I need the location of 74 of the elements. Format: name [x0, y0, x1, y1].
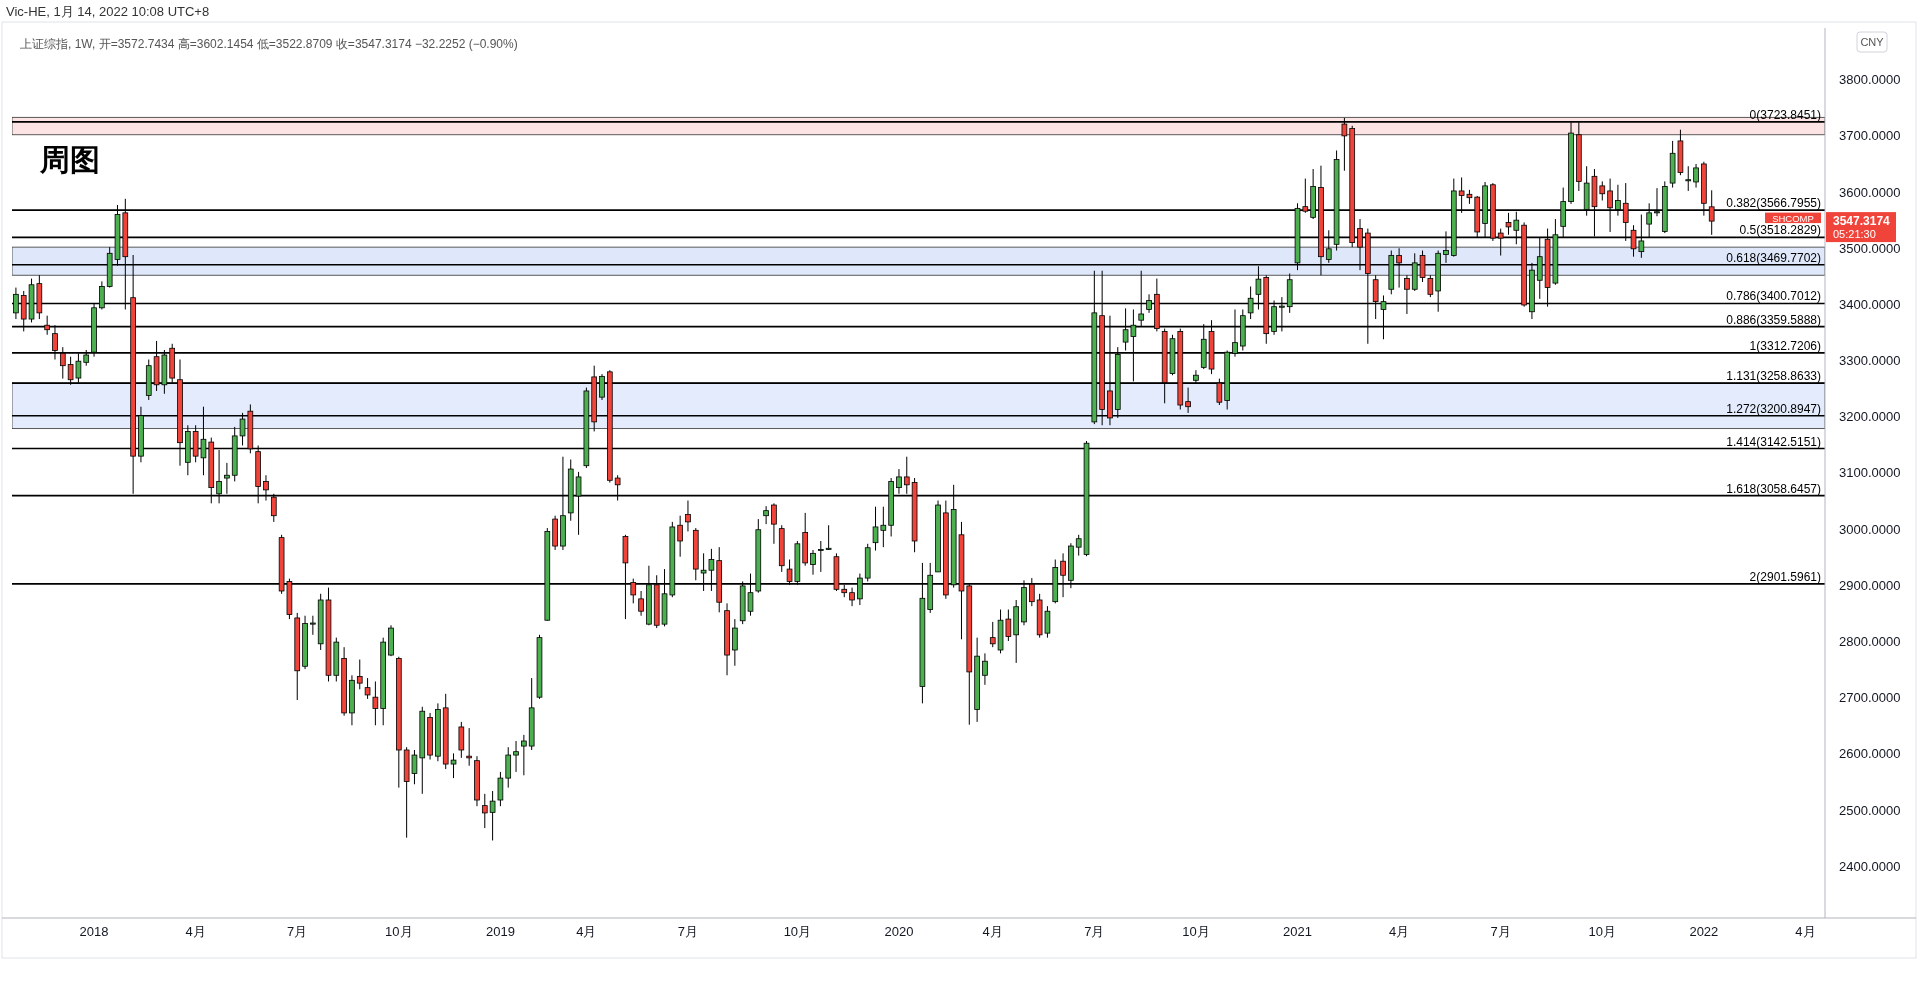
x-tick-label: 10月 — [1588, 924, 1617, 939]
x-tick-label: 10月 — [385, 924, 413, 939]
ref-line-label: 1.414(3142.5151) — [1726, 434, 1821, 449]
ref-line-label: 1(3312.7206) — [1749, 338, 1821, 353]
candlestick — [481, 793, 488, 829]
y-tick-label: 3200.0000 — [1839, 409, 1901, 425]
candlestick — [521, 734, 527, 776]
candlestick — [310, 615, 316, 636]
x-tick-label: 2018 — [79, 924, 109, 939]
x-tick-label: 7月 — [287, 924, 308, 939]
candlestick — [372, 680, 379, 726]
y-tick-label: 2500.0000 — [1839, 802, 1901, 818]
text: 周图 — [39, 143, 100, 176]
x-tick-label: 10月 — [783, 924, 812, 939]
ref-line-label: 0.382(3566.7955) — [1726, 196, 1821, 211]
y-tick-label: 3400.0000 — [1839, 296, 1901, 312]
candlestick — [849, 587, 855, 607]
candlestick — [364, 677, 371, 700]
ref-line-label: 1.618(3058.6457) — [1726, 481, 1821, 496]
y-tick-label: 2600.0000 — [1839, 746, 1901, 762]
candlestick — [810, 549, 816, 576]
x-tick-label: 4月 — [1795, 924, 1816, 939]
candlestick — [1693, 163, 1699, 189]
y-tick-label: 3500.0000 — [1839, 240, 1901, 256]
y-tick-label: 3300.0000 — [1839, 353, 1901, 369]
candlestick — [685, 500, 691, 532]
ref-line-label: 0.786(3400.7012) — [1726, 289, 1821, 304]
x-tick-label: 7月 — [677, 924, 699, 939]
candlestick — [1685, 165, 1692, 192]
ref-line-label: 2(2901.5961) — [1749, 569, 1821, 584]
x-tick-label: 10月 — [1182, 924, 1210, 939]
x-tick-label: 4月 — [185, 924, 206, 939]
y-tick-label: 3600.0000 — [1839, 184, 1901, 200]
candlestick — [638, 590, 644, 617]
ref-line-label: 0.618(3469.7702) — [1726, 250, 1821, 265]
y-axis-title: CNY — [1860, 36, 1885, 48]
x-tick-label: 2022 — [1689, 924, 1719, 939]
y-tick-label: 3800.0000 — [1839, 72, 1901, 88]
candlestick — [356, 659, 363, 690]
candlestick — [1427, 274, 1434, 298]
candlestick — [513, 740, 519, 773]
x-tick-label: 7月 — [1084, 924, 1105, 939]
candlestick — [505, 746, 512, 789]
y-tick-label: 2900.0000 — [1839, 577, 1901, 593]
annotation: SHCOMP — [1772, 212, 1814, 224]
x-tick-label: 2019 — [485, 924, 515, 939]
candlestick — [771, 502, 777, 545]
x-tick-label: 2020 — [884, 924, 914, 939]
candlestick — [458, 721, 465, 759]
candlestick — [732, 618, 738, 667]
y-tick-label: 3000.0000 — [1839, 521, 1901, 537]
x-tick-label: 4月 — [982, 924, 1003, 939]
candlestick — [825, 524, 832, 551]
ref-line-label: 0.5(3518.2829) — [1739, 223, 1821, 238]
text: 上证综指, 1W, 开=3572.7434 高=3602.1454 低=3522.8709 收=3547.3174 −32.2252 (−0.90%) — [20, 37, 518, 51]
ref-line-label: 1.131(3258.8633) — [1726, 369, 1821, 384]
x-tick-label: 4月 — [1388, 924, 1410, 939]
y-tick-label: 3700.0000 — [1839, 128, 1901, 144]
y-tick-label: 2400.0000 — [1839, 858, 1901, 874]
candlestick — [466, 727, 472, 767]
y-tick-label: 2800.0000 — [1839, 634, 1901, 649]
text: Vic-HE, 1月 14, 2022 10:08 UTC+8 — [6, 4, 210, 19]
x-tick-label: 7月 — [1490, 924, 1511, 939]
candlestick — [763, 505, 769, 525]
y-tick-label: 3100.0000 — [1839, 465, 1901, 481]
ref-line-label: 0.886(3359.5888) — [1726, 312, 1821, 327]
x-tick-label: 4月 — [576, 924, 597, 939]
candlestick — [677, 515, 683, 558]
x-tick-label: 2021 — [1283, 924, 1312, 939]
candlestick — [817, 540, 824, 573]
ref-line-label: 1.272(3200.8947) — [1726, 401, 1821, 416]
candlestick — [982, 652, 988, 686]
y-tick-label: 2700.0000 — [1839, 690, 1901, 706]
candlestick — [1185, 387, 1191, 414]
